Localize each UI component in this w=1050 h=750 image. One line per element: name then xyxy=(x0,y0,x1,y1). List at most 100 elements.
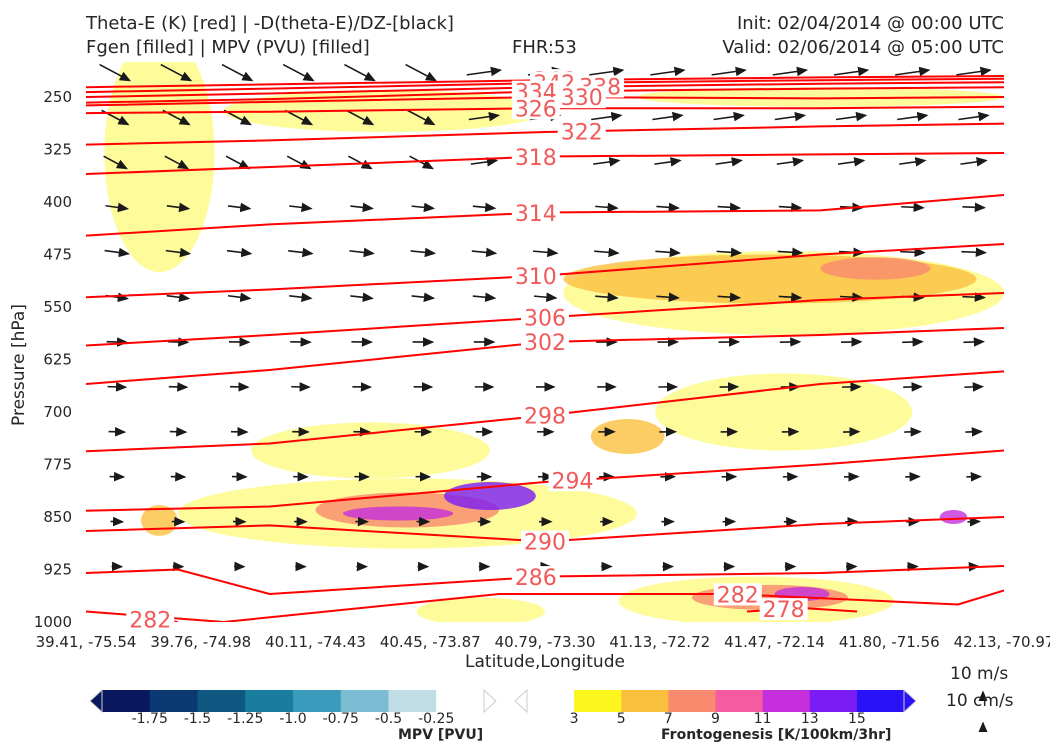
x-tick-label: 41.47, -72.14 xyxy=(724,633,825,651)
wind-vector-2-13 xyxy=(899,157,927,167)
wind-vector-4-3 xyxy=(288,247,314,258)
wind-vector-3-1 xyxy=(166,202,191,213)
y-axis-label: Pressure [hPa] xyxy=(9,304,29,426)
colorbar-swatch xyxy=(527,690,575,712)
wind-vector-1-12 xyxy=(835,111,868,122)
x-axis-label: Latitude,Longitude xyxy=(465,652,625,672)
wind-vector-3-8 xyxy=(595,202,619,213)
theta-e-label-298: 298 xyxy=(524,405,566,430)
wind-vector-2-11 xyxy=(776,157,805,167)
valid-time: Valid: 02/06/2014 @ 05:00 UTC xyxy=(722,37,1004,58)
theta-e-label-318: 318 xyxy=(515,146,557,171)
y-tick-label: 625 xyxy=(43,351,72,369)
x-tick-label: 39.41, -75.54 xyxy=(36,633,137,651)
theta-e-label-bg xyxy=(511,97,560,120)
theta-e-line-322 xyxy=(86,122,1004,146)
theta-e-label-bg xyxy=(521,530,569,553)
colorbar-tick-label: 15 xyxy=(848,711,866,727)
colorbar-swatch xyxy=(293,690,342,712)
wind-vector-1-4 xyxy=(346,109,375,126)
wind-vector-3-10 xyxy=(717,202,742,213)
wind-vector-0-0 xyxy=(99,63,132,82)
wind-vector-2-5 xyxy=(409,155,434,170)
wind-vector-1-11 xyxy=(774,111,807,122)
x-tick-label: 42.13, -70.97 xyxy=(954,633,1050,651)
wind-vector-2-0 xyxy=(103,155,128,170)
wind-vector-3-9 xyxy=(656,202,680,213)
wind-vector-5-9 xyxy=(656,292,680,302)
fgen-area-3 xyxy=(636,87,1004,107)
wind-vector-0-8 xyxy=(589,66,625,77)
theta-e-label-bg xyxy=(521,306,569,329)
wind-vector-2-14 xyxy=(960,157,988,167)
theta-e-label-294: 294 xyxy=(552,469,594,494)
wind-vector-2-2 xyxy=(225,155,251,170)
wind-vector-4-4 xyxy=(349,247,375,258)
wind-vector-8-14 xyxy=(965,427,983,437)
x-tick-label: 39.76, -74.98 xyxy=(150,633,251,651)
wind-vector-5-1 xyxy=(166,292,191,303)
wind-vector-1-9 xyxy=(652,111,684,122)
wind-vector-4-11 xyxy=(777,247,804,258)
x-axis-ticks: 39.41, -75.54 39.76, -74.98 40.11, -74.43 4… xyxy=(36,633,1050,651)
frontogenesis-colorbar: 3 5 7 9 11 13 15 xyxy=(514,688,917,727)
colorbar-swatch xyxy=(715,690,764,712)
theta-e-label-286: 286 xyxy=(515,566,557,591)
colorbar-tick-label: -1.0 xyxy=(279,711,306,727)
wind-vector-4-9 xyxy=(655,247,681,258)
theta-e-line-286 xyxy=(86,565,1004,596)
theta-e-label-bg xyxy=(511,264,560,287)
theta-e-line-282 xyxy=(86,589,1004,622)
wind-vector-3-2 xyxy=(227,202,252,213)
wind-vector-4-5 xyxy=(410,247,437,258)
colorbar-right-arrow xyxy=(903,688,917,714)
wind-vector-1-10 xyxy=(713,111,745,122)
wind-vector-0-4 xyxy=(344,63,376,82)
wind-vector-0-6 xyxy=(466,66,503,77)
x-tick-label: 40.11, -74.43 xyxy=(265,633,366,651)
theta-e-label-bg xyxy=(126,608,175,631)
fgen-area-1 xyxy=(104,62,215,272)
mpv-colorbar: -1.75 -1.5 -1.25 -1.0 -0.75 -0.5 -0.25 xyxy=(89,688,497,727)
colorbar-tick-label: 11 xyxy=(754,711,772,727)
colorbar-swatch xyxy=(621,690,669,712)
wind-vector-1-3 xyxy=(284,109,314,126)
wind-vector-7-14 xyxy=(964,382,984,392)
y-tick-label: 475 xyxy=(43,246,72,264)
wind-vector-3-11 xyxy=(778,202,803,213)
colorbar-tick-label: 5 xyxy=(617,711,626,727)
wind-vector-1-6 xyxy=(468,111,501,122)
wind-vector-6-0 xyxy=(106,337,129,347)
wind-vector-2-12 xyxy=(837,157,866,167)
wind-vector-2-9 xyxy=(654,157,682,167)
wind-vector-1-13 xyxy=(897,111,929,122)
init-time: Init: 02/04/2014 @ 00:00 UTC xyxy=(736,13,1004,34)
theta-e-label-bg xyxy=(521,404,569,427)
colorbar-swatch xyxy=(245,690,294,712)
y-tick-label: 700 xyxy=(43,403,72,421)
colorbar-tick-label: -0.75 xyxy=(323,711,359,727)
wind-vector-0-12 xyxy=(833,66,870,77)
wind-vector-2-1 xyxy=(164,155,190,170)
wind-vector-7-0 xyxy=(107,382,128,392)
wind-vector-0-10 xyxy=(711,66,747,77)
wind-vector-0-1 xyxy=(160,63,193,82)
wind-vector-2-8 xyxy=(593,157,621,167)
wind-vector-0-11 xyxy=(772,66,809,77)
chart-title-line-1: Theta-E (K) [red] | -D(theta-E)/DZ-[blac… xyxy=(86,13,454,34)
wind-vector-5-2 xyxy=(227,292,252,303)
wind-vector-5-11 xyxy=(778,292,803,302)
fgen-area-8 xyxy=(590,419,665,454)
wind-vector-2-10 xyxy=(715,157,743,167)
colorbar-swatch xyxy=(574,690,622,712)
wind-vector-3-5 xyxy=(411,202,436,213)
fgen-area-6 xyxy=(820,257,931,280)
wind-vector-3-13 xyxy=(901,202,925,213)
fgen-area-7 xyxy=(655,373,913,451)
colorbar-tick-label: -1.75 xyxy=(132,711,168,727)
wind-vector-6-14 xyxy=(963,337,985,347)
theta-e-label-bg xyxy=(557,86,606,109)
wind-vector-0-9 xyxy=(650,66,686,77)
theta-e-label-bg xyxy=(548,469,597,492)
